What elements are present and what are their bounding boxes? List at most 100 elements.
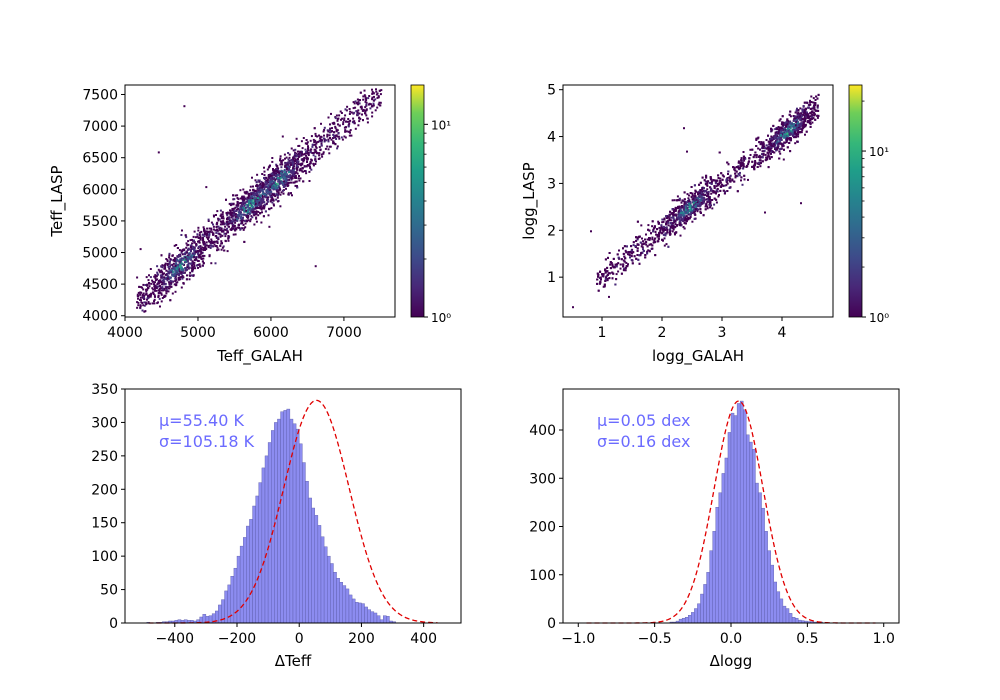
density-cell (267, 187, 270, 190)
density-cell (161, 271, 164, 274)
density-cell (157, 268, 160, 271)
density-cell (802, 123, 805, 126)
density-cell (684, 210, 687, 213)
density-cell (754, 161, 757, 164)
density-cell (214, 245, 217, 248)
density-cell (299, 151, 302, 154)
density-cell (265, 202, 268, 205)
density-cell (161, 264, 164, 267)
density-cell (709, 182, 711, 184)
density-cell (624, 266, 627, 269)
density-cell (272, 198, 275, 201)
density-cell (690, 196, 693, 199)
density-cell (813, 108, 816, 111)
density-cell (212, 233, 215, 236)
density-cell (681, 205, 683, 208)
density-cell (672, 228, 675, 231)
density-cell (806, 116, 809, 119)
density-cell (740, 179, 742, 182)
density-cell (345, 109, 348, 112)
density-cell (800, 114, 803, 117)
density-cell (148, 285, 151, 288)
density-cell (360, 107, 363, 110)
density-cell (231, 220, 234, 223)
density-cell (748, 160, 750, 163)
density-cell (774, 128, 777, 131)
density-cell (632, 244, 635, 247)
density-cell (709, 200, 712, 203)
density-cell (794, 115, 797, 118)
density-cell (794, 136, 797, 139)
density-cell (328, 129, 331, 132)
density-cell (194, 267, 197, 270)
density-cell (268, 191, 271, 194)
density-cell (336, 117, 339, 120)
density-cell (287, 193, 290, 196)
density-cell (287, 152, 290, 154)
density-cell (292, 158, 295, 161)
density-cell (345, 130, 348, 133)
density-cell (672, 217, 675, 219)
density-cell (203, 254, 206, 257)
density-cell (267, 180, 270, 183)
density-cell (653, 239, 656, 242)
density-cell (625, 265, 628, 268)
density-cell (610, 262, 613, 265)
density-cell (658, 226, 661, 229)
density-cell (318, 134, 320, 137)
density-cell (139, 296, 142, 299)
density-cell (263, 177, 266, 179)
density-cell (284, 157, 286, 160)
density-cell (344, 114, 347, 117)
density-cell (249, 207, 251, 210)
density-cell (809, 99, 811, 102)
density-cell (283, 153, 286, 156)
density-cell (606, 274, 609, 276)
density-cell (353, 120, 356, 123)
density-cell (681, 199, 684, 202)
density-cell (623, 267, 626, 270)
density-cell (186, 251, 188, 254)
density-cell (230, 227, 233, 230)
density-cell (314, 163, 317, 165)
density-cell (627, 253, 629, 256)
density-cell (236, 205, 239, 208)
density-cell (297, 163, 300, 166)
density-cell (155, 289, 158, 292)
density-cell (237, 214, 239, 216)
density-cell (249, 210, 252, 212)
density-cell (256, 200, 259, 203)
density-cell (147, 294, 149, 297)
density-cell (672, 215, 675, 218)
density-cell (294, 184, 297, 187)
density-cell (737, 167, 740, 170)
density-cell (215, 226, 218, 228)
density-cell (239, 207, 242, 210)
density-cell (233, 228, 236, 231)
y-tick-label: 6500 (82, 151, 118, 167)
density-cell (320, 153, 323, 156)
density-cell (614, 283, 617, 286)
density-cell (642, 240, 645, 243)
density-cell (780, 139, 783, 141)
density-cell (187, 255, 190, 258)
density-cell (285, 172, 287, 175)
density-cell (258, 201, 260, 204)
density-cell (205, 247, 208, 250)
density-cell (797, 121, 799, 124)
density-cell (358, 102, 361, 105)
density-cell (364, 106, 367, 109)
density-cell (218, 227, 221, 230)
density-cell (153, 298, 156, 301)
density-cell (674, 231, 677, 234)
density-cell (792, 130, 795, 133)
density-cell (335, 134, 338, 137)
density-cell (159, 271, 162, 274)
density-cell (352, 117, 355, 120)
density-cell (230, 216, 233, 219)
density-cell (312, 138, 315, 141)
density-cell (285, 156, 288, 159)
density-cell (603, 285, 606, 288)
density-cell (623, 245, 626, 248)
density-cell (258, 194, 261, 197)
